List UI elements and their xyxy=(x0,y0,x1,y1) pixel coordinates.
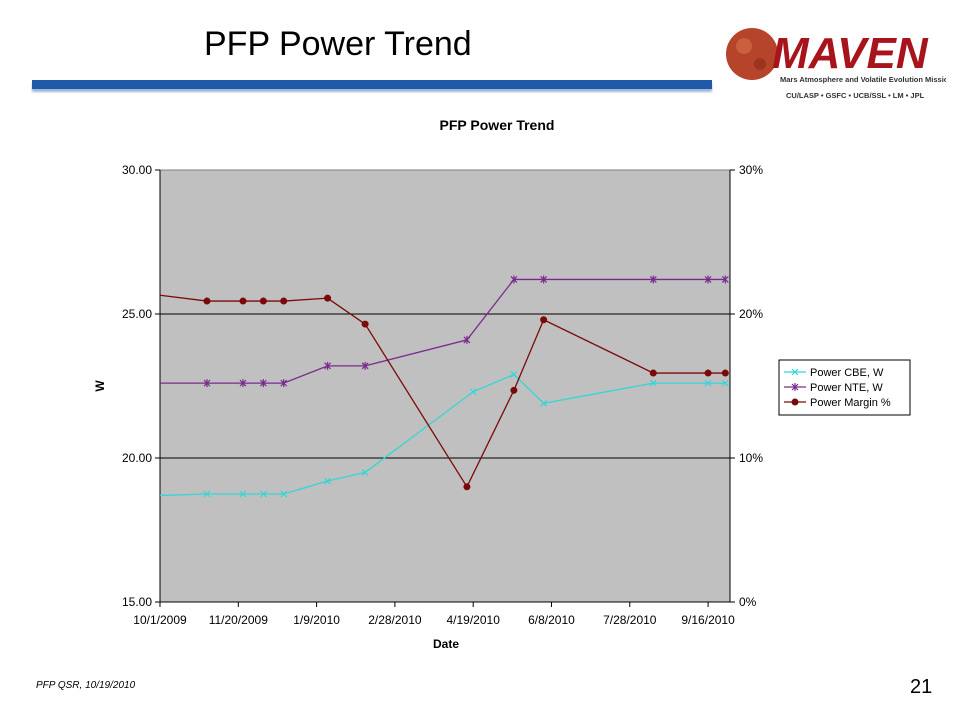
title-underline-bar xyxy=(32,80,712,89)
data-point xyxy=(704,379,712,387)
mars-highlight xyxy=(736,38,752,54)
data-point xyxy=(280,490,288,498)
legend-marker xyxy=(791,383,799,391)
right-axis-ticks: 0% 10% 20% 30% xyxy=(729,163,763,609)
data-point xyxy=(361,468,369,476)
data-point xyxy=(324,477,331,485)
left-tick-label: 30.00 xyxy=(122,163,152,177)
data-point xyxy=(239,490,247,498)
left-tick-label: 20.00 xyxy=(122,451,152,465)
data-point xyxy=(324,294,332,302)
slide-title: PFP Power Trend xyxy=(204,25,472,63)
left-tick-label: 25.00 xyxy=(122,307,152,321)
chart-legend: Power CBE, W Power NTE, W Power Margin % xyxy=(778,359,911,416)
series-power-nte-w xyxy=(160,275,729,388)
x-tick-label: 11/20/2009 xyxy=(209,613,268,627)
legend-label: Power Margin % xyxy=(810,397,891,409)
data-point xyxy=(704,275,712,284)
x-tick-label: 4/19/2010 xyxy=(446,613,500,627)
series-layer xyxy=(159,275,729,498)
x-tick-label: 2/28/2010 xyxy=(368,613,422,627)
x-tick-label: 7/28/2010 xyxy=(603,613,657,627)
data-point xyxy=(463,483,471,491)
data-point xyxy=(324,361,331,370)
data-point xyxy=(361,320,369,328)
footer-text: PFP QSR, 10/19/2010 xyxy=(36,680,136,691)
data-point xyxy=(259,490,267,498)
legend-label: Power CBE, W xyxy=(810,367,884,379)
data-point xyxy=(721,379,729,387)
legend-item: Power NTE, W xyxy=(784,382,883,394)
data-point xyxy=(280,379,288,388)
maven-logo: MAVEN Mars Atmosphere and Volatile Evolu… xyxy=(724,8,946,108)
data-point xyxy=(704,369,712,377)
data-point xyxy=(510,275,518,284)
legend-item: Power CBE, W xyxy=(784,367,884,379)
data-point xyxy=(361,361,369,370)
legend-item: Power Margin % xyxy=(784,397,891,409)
data-point xyxy=(510,371,518,378)
data-point xyxy=(203,379,211,388)
y-axis-label: W xyxy=(93,380,107,392)
data-point xyxy=(649,369,657,377)
legend-label: Power NTE, W xyxy=(810,382,883,394)
data-point xyxy=(259,297,267,305)
data-point xyxy=(280,297,288,305)
mars-crater xyxy=(754,58,766,70)
data-point xyxy=(203,297,211,305)
right-tick-label: 10% xyxy=(739,451,763,465)
data-point xyxy=(239,297,247,305)
logo-partners: CU/LASP • GSFC • UCB/SSL • LM • JPL xyxy=(786,91,925,100)
data-point xyxy=(463,335,471,344)
data-point xyxy=(469,388,477,396)
data-point xyxy=(721,369,729,377)
series-power-margin xyxy=(159,294,729,491)
data-point xyxy=(239,379,247,388)
data-point xyxy=(203,490,211,498)
chart-title: PFP Power Trend xyxy=(440,117,555,133)
logo-wordmark: MAVEN xyxy=(772,29,929,78)
data-point xyxy=(649,275,657,284)
data-point xyxy=(721,275,729,284)
x-axis-ticks: 10/1/2009 11/20/2009 1/9/2010 2/28/2010 4/19… xyxy=(133,601,735,627)
page-number: 21 xyxy=(910,676,933,698)
series-power-cbe-w xyxy=(159,371,729,498)
legend-marker xyxy=(791,398,799,406)
right-tick-label: 30% xyxy=(739,163,763,177)
right-tick-label: 0% xyxy=(739,595,757,609)
x-tick-label: 10/1/2009 xyxy=(133,613,187,627)
left-tick-label: 15.00 xyxy=(122,595,152,609)
data-point xyxy=(540,275,548,284)
data-point xyxy=(649,379,657,387)
left-axis-ticks: 15.00 20.00 25.00 30.00 xyxy=(122,163,161,609)
data-point xyxy=(259,379,267,388)
x-axis-label: Date xyxy=(433,637,459,651)
logo-subtitle: Mars Atmosphere and Volatile Evolution M… xyxy=(780,75,946,84)
x-tick-label: 9/16/2010 xyxy=(681,613,735,627)
data-point xyxy=(540,399,548,407)
x-tick-label: 1/9/2010 xyxy=(293,613,340,627)
x-tick-label: 6/8/2010 xyxy=(528,613,575,627)
data-point xyxy=(540,316,548,324)
grid-lines xyxy=(160,313,730,459)
legend-marker xyxy=(791,368,799,376)
right-tick-label: 20% xyxy=(739,307,763,321)
data-point xyxy=(510,386,518,394)
